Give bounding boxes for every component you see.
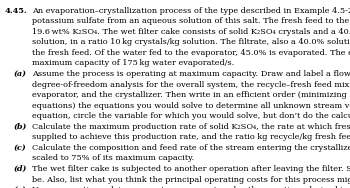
Text: 4.45.: 4.45. xyxy=(4,7,27,15)
Text: maximum capacity of 175 kg water evaporated/s.: maximum capacity of 175 kg water evapora… xyxy=(32,59,234,67)
Text: supplied to achieve this production rate, and the ratio kg recycle/kg fresh feed: supplied to achieve this production rate… xyxy=(32,133,350,141)
Text: be. Also, list what you think the principal operating costs for this process mig: be. Also, list what you think the princi… xyxy=(32,176,350,183)
Text: the fresh feed. Of the water fed to the evaporator, 45.0% is evaporated. The eva: the fresh feed. Of the water fed to the … xyxy=(32,49,350,57)
Text: (c): (c) xyxy=(13,144,26,152)
Text: Calculate the maximum production rate of solid K₂SO₄, the rate at which fresh fe: Calculate the maximum production rate of… xyxy=(32,123,350,131)
Text: (a): (a) xyxy=(13,70,26,78)
Text: evaporator, and the crystallizer. Then write in an efficient order (minimizing s: evaporator, and the crystallizer. Then w… xyxy=(32,91,350,99)
Text: equation, circle the variable for which you would solve, but don’t do the calcul: equation, circle the variable for which … xyxy=(32,112,350,120)
Text: potassium sulfate from an aqueous solution of this salt. The fresh feed to the p: potassium sulfate from an aqueous soluti… xyxy=(32,17,350,25)
Text: Use an equation-solving computer program to solve the equations derived in Part : Use an equation-solving computer program… xyxy=(32,186,350,188)
Text: An evaporation–crystallization process of the type described in Example 4.5-2 is: An evaporation–crystallization process o… xyxy=(32,7,350,15)
Text: (d): (d) xyxy=(13,165,27,173)
Text: (e): (e) xyxy=(13,186,26,188)
Text: (b): (b) xyxy=(13,123,27,131)
Text: equations) the equations you would solve to determine all unknown stream variabl: equations) the equations you would solve… xyxy=(32,102,350,110)
Text: degree-of-freedom analysis for the overall system, the recycle–fresh feed mixing: degree-of-freedom analysis for the overa… xyxy=(32,80,350,89)
Text: The wet filter cake is subjected to another operation after leaving the filter. : The wet filter cake is subjected to anot… xyxy=(32,165,350,173)
Text: Assume the process is operating at maximum capacity. Draw and label a flowchart : Assume the process is operating at maxim… xyxy=(32,70,350,78)
Text: 19.6 wt% K₂SO₄. The wet filter cake consists of solid K₂SO₄ crystals and a 40.0 : 19.6 wt% K₂SO₄. The wet filter cake cons… xyxy=(32,28,350,36)
Text: scaled to 75% of its maximum capacity.: scaled to 75% of its maximum capacity. xyxy=(32,155,195,162)
Text: solution, in a ratio 10 kg crystals/kg solution. The filtrate, also a 40.0% solu: solution, in a ratio 10 kg crystals/kg s… xyxy=(32,38,350,46)
Text: Calculate the composition and feed rate of the stream entering the crystallizer : Calculate the composition and feed rate … xyxy=(32,144,350,152)
